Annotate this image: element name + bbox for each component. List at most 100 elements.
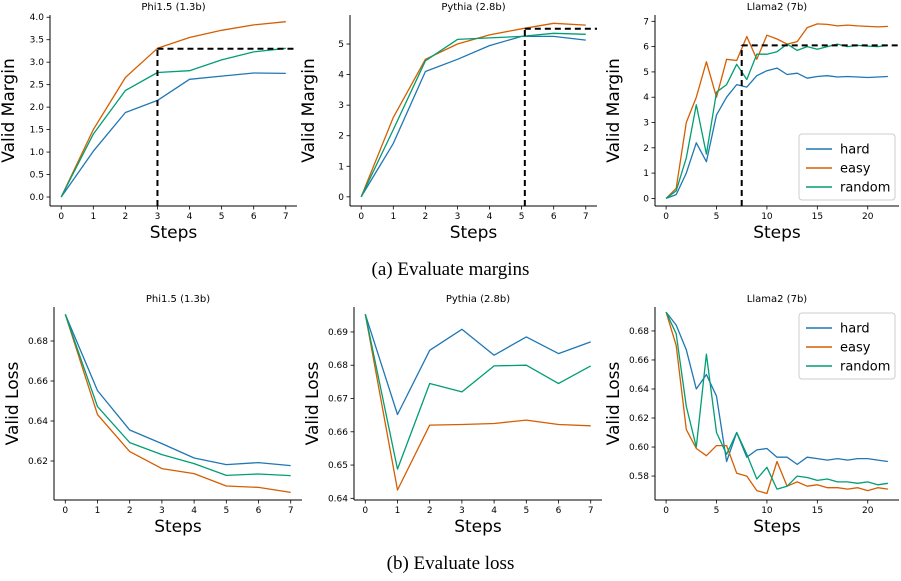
subplot-title: Pythia (2.8b) — [441, 2, 505, 13]
x-tick-label: 7 — [283, 212, 289, 222]
series-line-easy — [360, 22, 586, 198]
x-axis-label: Steps — [150, 223, 198, 243]
series-line-random — [665, 311, 888, 490]
x-tick-label: 6 — [551, 212, 557, 222]
y-tick-label: 3.0 — [30, 58, 45, 68]
x-axis-label: Steps — [454, 517, 502, 537]
y-axis-label: Valid Margin — [299, 58, 319, 162]
x-tick-label: 4 — [187, 212, 193, 222]
y-tick-label: 0.68 — [629, 327, 649, 337]
legend-label-random: random — [840, 181, 890, 196]
x-tick-label: 4 — [191, 506, 197, 516]
x-tick-label: 2 — [123, 212, 129, 222]
x-axis-label: Steps — [450, 223, 498, 243]
series-line-easy — [64, 314, 291, 494]
x-tick-label: 3 — [459, 506, 465, 516]
legend-label-easy: easy — [840, 162, 871, 177]
y-tick-label: 4 — [338, 71, 344, 81]
x-tick-label: 4 — [487, 212, 493, 222]
x-tick-label: 3 — [159, 506, 165, 516]
x-tick-label: 0 — [362, 506, 368, 516]
x-tick-label: 0 — [62, 506, 68, 516]
y-tick-label: 0.5 — [30, 171, 44, 181]
y-axis-label: Valid Margin — [0, 58, 19, 162]
y-tick-label: 0.62 — [28, 457, 48, 467]
y-tick-label: 1.5 — [30, 126, 44, 136]
x-tick-label: 3 — [455, 212, 461, 222]
x-tick-label: 6 — [556, 506, 562, 516]
y-tick-label: 4.0 — [30, 13, 45, 23]
legend-box — [798, 133, 896, 201]
y-tick-label: 0.64 — [28, 417, 48, 427]
subplot-5: Pythia (2.8b) 0 1 2 3 4 5 6 7 0.64 0.65 0.66 0.67 0.6… — [303, 294, 602, 537]
x-tick-label: 1 — [395, 506, 401, 516]
x-tick-label: 1 — [390, 212, 396, 222]
x-tick-label: 7 — [588, 506, 594, 516]
subplot-4: Phi1.5 (1.3b) 0 1 2 3 4 5 6 7 0.62 0.64 0.66 0.68 Ste… — [3, 294, 302, 537]
series-line-easy — [665, 311, 888, 495]
subplot-title: Phi1.5 (1.3b) — [141, 2, 205, 13]
subplot-title: Pythia (2.8b) — [446, 294, 510, 305]
series-line-random — [360, 32, 586, 198]
x-tick-label: 5 — [523, 506, 529, 516]
y-axis-label: Valid Loss — [604, 362, 624, 446]
y-tick-label: 0.69 — [328, 328, 348, 338]
x-tick-label: 5 — [714, 506, 720, 516]
series-line-random — [60, 47, 286, 198]
subplot-title: Phi1.5 (1.3b) — [146, 294, 210, 305]
y-tick-label: 3 — [338, 101, 344, 111]
series-line-random — [64, 314, 291, 477]
y-tick-label: 5 — [643, 68, 649, 78]
x-tick-label: 7 — [583, 212, 589, 222]
y-axis-label: Valid Margin — [604, 58, 624, 162]
y-tick-label: 3.5 — [30, 36, 44, 46]
x-tick-label: 4 — [491, 506, 497, 516]
y-tick-label: 0.66 — [328, 428, 348, 438]
y-tick-label: 0.62 — [629, 414, 649, 424]
subplot-1: Phi1.5 (1.3b) 0 1 2 3 4 5 6 7 0.0 0.5 1.0 1.5 2.0 2.5 3… — [0, 2, 297, 243]
x-tick-label: 20 — [862, 212, 874, 222]
y-tick-label: 4 — [643, 93, 649, 103]
y-tick-label: 0.64 — [629, 385, 649, 395]
series-line-hard — [665, 67, 888, 200]
x-tick-label: 5 — [219, 212, 225, 222]
subplot-6: Llama2 (7b) 0 5 10 15 20 0.58 0.60 0.62 0.64 0.66 0… — [604, 294, 899, 537]
x-tick-label: 10 — [761, 212, 773, 222]
y-tick-label: 7 — [643, 17, 649, 27]
series-line-hard — [364, 314, 591, 416]
series-line-random — [364, 314, 592, 470]
x-tick-label: 2 — [127, 506, 133, 516]
y-tick-label: 0.68 — [328, 361, 348, 371]
series-line-easy — [665, 23, 888, 199]
x-axis-label: Steps — [753, 517, 801, 537]
x-tick-label: 1 — [95, 506, 101, 516]
caption-margins: (a) Evaluate margins — [371, 259, 530, 280]
x-tick-label: 6 — [256, 506, 262, 516]
x-tick-label: 2 — [427, 506, 433, 516]
y-tick-label: 0 — [338, 193, 344, 203]
x-tick-label: 7 — [288, 506, 294, 516]
x-tick-label: 5 — [519, 212, 525, 222]
y-tick-label: 2.5 — [30, 81, 44, 91]
y-tick-label: 0.60 — [629, 443, 649, 453]
legend-box — [798, 312, 896, 380]
y-tick-label: 2 — [338, 132, 344, 142]
y-tick-label: 3 — [643, 119, 649, 129]
y-tick-label: 0.64 — [328, 494, 348, 504]
y-tick-label: 0.66 — [629, 356, 649, 366]
x-tick-label: 1 — [90, 212, 96, 222]
legend-label-hard: hard — [840, 143, 870, 158]
legend: hard easy random — [798, 312, 896, 380]
y-axis-label: Valid Loss — [3, 362, 23, 446]
x-tick-label: 0 — [58, 212, 64, 222]
y-tick-label: 2 — [643, 144, 649, 154]
subplot-2: Pythia (2.8b) 0 1 2 3 4 5 6 7 0 1 2 3 4 5 Steps Valid Ma… — [299, 2, 597, 243]
x-tick-label: 0 — [358, 212, 364, 222]
y-tick-label: 0.66 — [28, 377, 48, 387]
legend: hard easy random — [798, 133, 896, 201]
series-line-random — [665, 43, 888, 199]
y-tick-label: 0.65 — [328, 461, 348, 471]
series-line-hard — [60, 72, 286, 198]
series-line-hard — [360, 35, 586, 198]
